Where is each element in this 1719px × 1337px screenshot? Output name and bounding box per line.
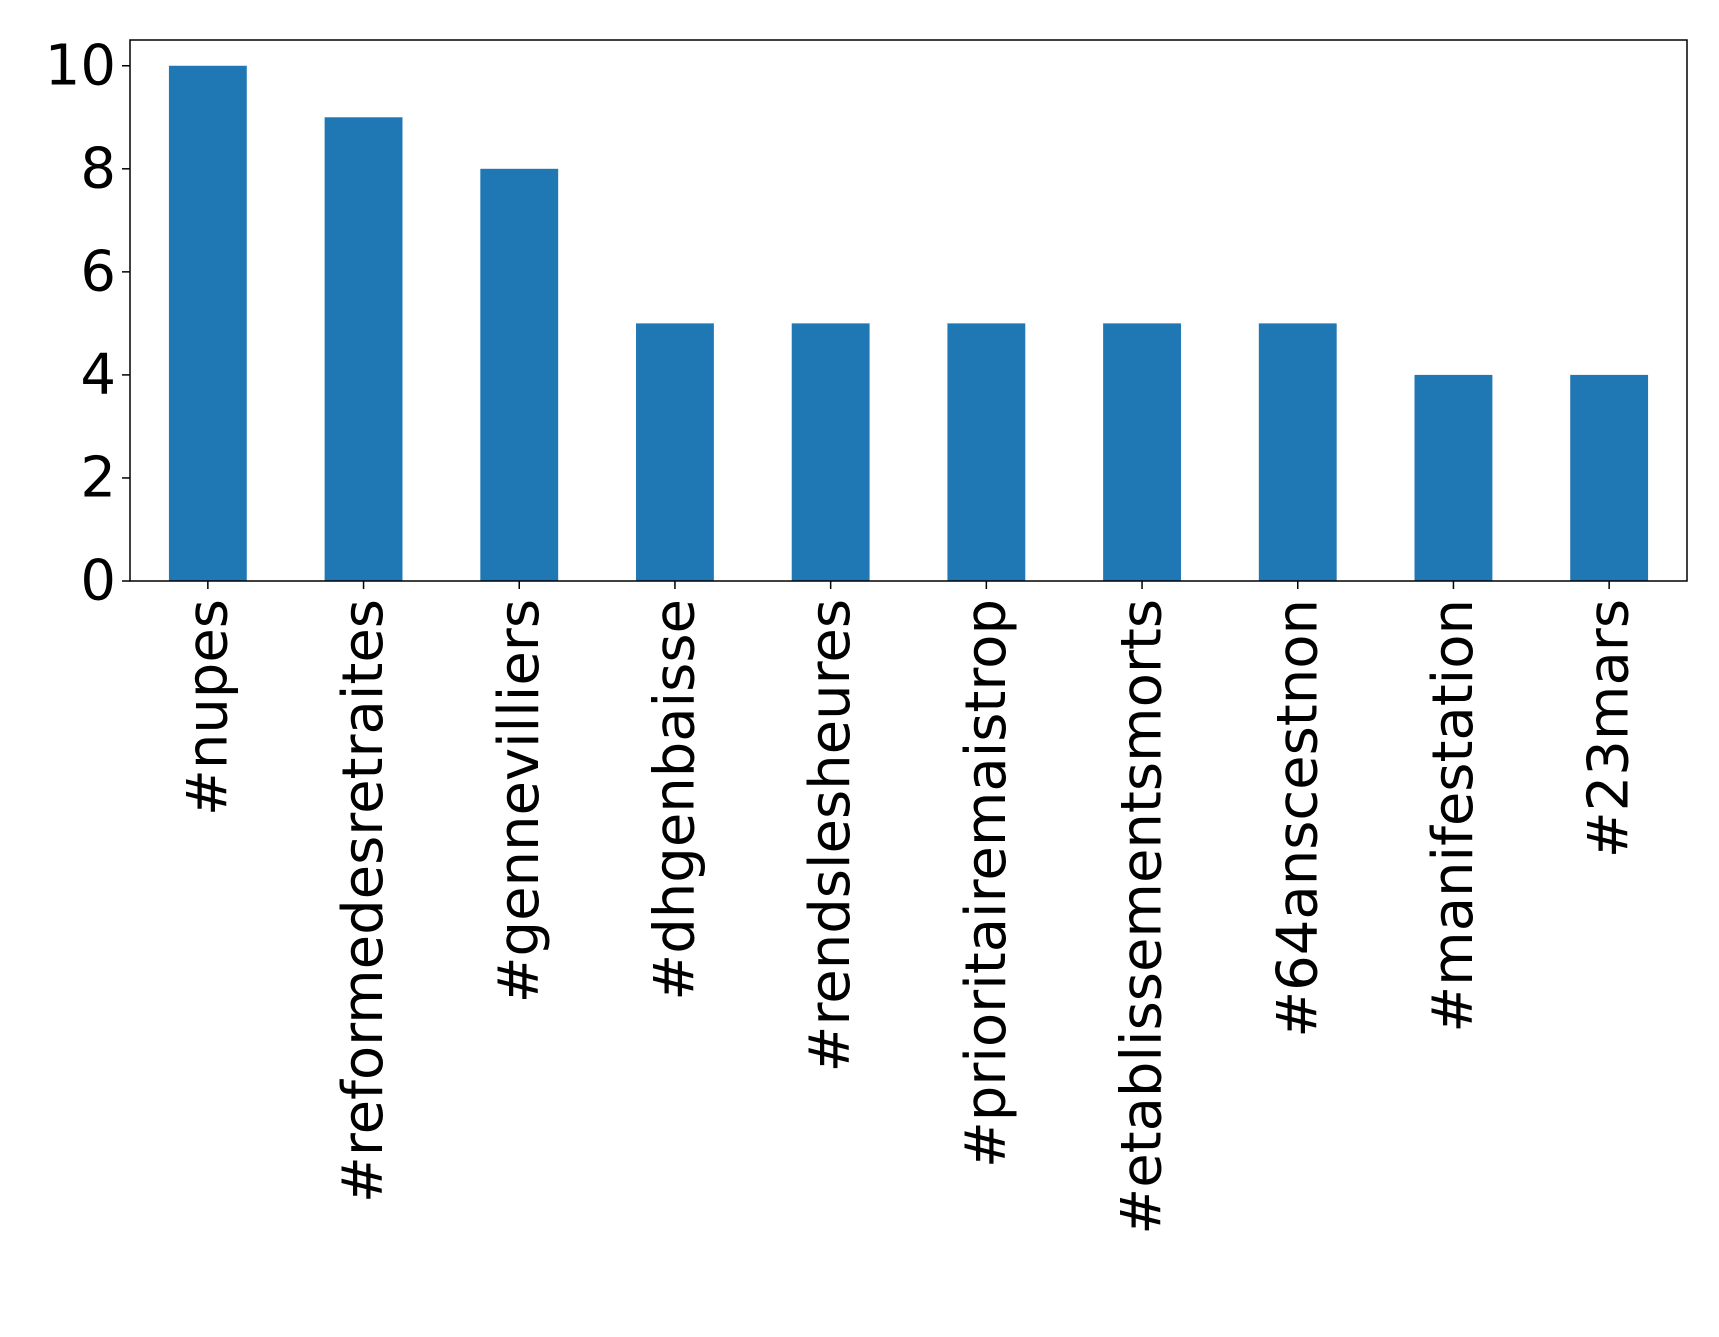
bar bbox=[947, 323, 1026, 581]
y-tick-label: 2 bbox=[80, 445, 116, 510]
bar bbox=[791, 323, 870, 581]
x-tick-label: #gennevilliers bbox=[487, 599, 552, 1003]
plot-frame bbox=[129, 39, 1688, 582]
bar bbox=[324, 117, 403, 582]
x-tick-label: #etablissementsmorts bbox=[1110, 599, 1175, 1235]
bar bbox=[1258, 323, 1337, 581]
y-tick-label: 0 bbox=[80, 549, 116, 614]
x-tick-label: #rendslesheures bbox=[798, 599, 863, 1072]
x-tick-label: #64anscestnon bbox=[1265, 599, 1330, 1038]
y-tick-label: 6 bbox=[80, 239, 116, 304]
x-tick-label: #reformedesretraites bbox=[331, 599, 396, 1203]
x-tick-label: #manifestation bbox=[1421, 599, 1486, 1033]
bar bbox=[1103, 323, 1181, 581]
y-tick-label: 4 bbox=[80, 342, 116, 407]
bar bbox=[1414, 374, 1493, 581]
bar bbox=[636, 323, 714, 581]
bar bbox=[168, 65, 247, 581]
x-tick-label: #prioritairemaistrop bbox=[954, 599, 1019, 1168]
x-tick-label: #dhgenbaisse bbox=[642, 599, 707, 1001]
y-tick-label: 8 bbox=[80, 136, 116, 201]
bar bbox=[1570, 374, 1649, 581]
y-tick-label: 10 bbox=[45, 33, 116, 98]
x-tick-label: #23mars bbox=[1577, 599, 1642, 858]
bar bbox=[480, 168, 559, 582]
x-tick-label: #nupes bbox=[175, 599, 240, 816]
